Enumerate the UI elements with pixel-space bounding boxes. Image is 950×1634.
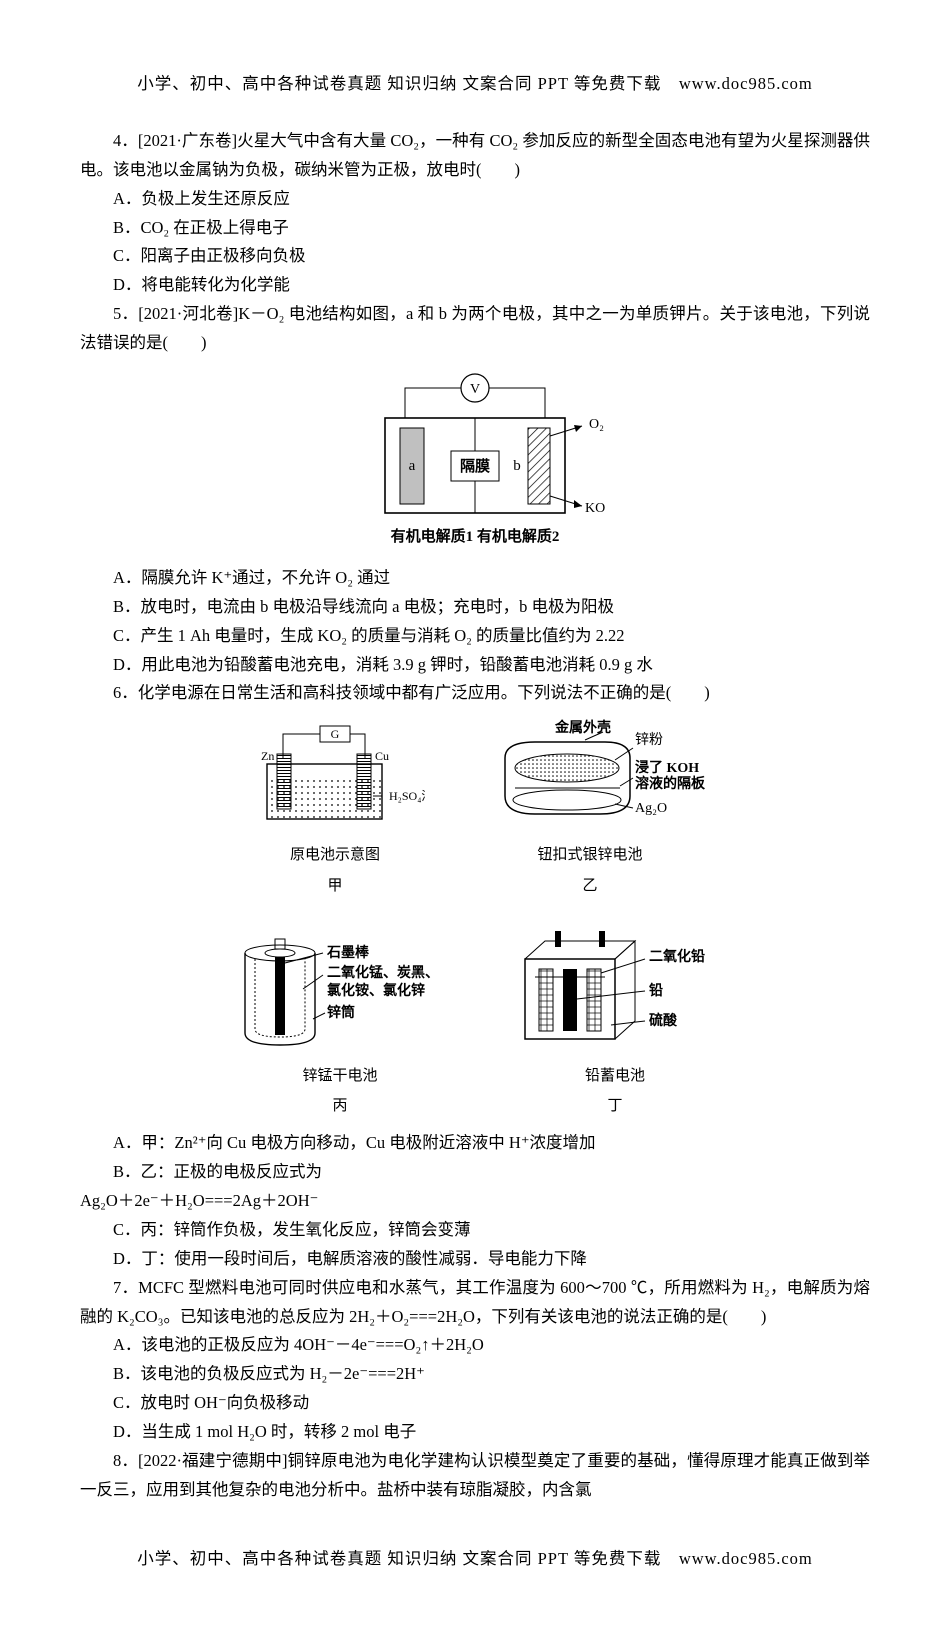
q7-optC: C．放电时 OH⁻向负极移动 <box>80 1389 870 1418</box>
q4-stem: 4．[2021·广东卷]火星大气中含有大量 CO₂，一种有 CO₂ 参加反应的新… <box>80 127 870 185</box>
q6-yi-title: 钮扣式银锌电池 <box>537 842 642 868</box>
svg-text:石墨棒: 石墨棒 <box>326 944 370 961</box>
q5-figure: V a b 隔膜 O₂ <box>80 366 870 556</box>
svg-text:V: V <box>470 382 480 397</box>
svg-text:浸了 KOH: 浸了 KOH <box>635 759 699 776</box>
svg-text:金属外壳: 金属外壳 <box>554 719 611 736</box>
q6-fig-jia: G Zn Cu <box>245 718 425 899</box>
q8-stem: 8．[2022·福建宁德期中]铜锌原电池为电化学建构认识模型奠定了重要的基础，懂… <box>80 1447 870 1505</box>
q6-ding-title: 铅蓄电池 <box>585 1063 645 1089</box>
q6-yi-sub: 乙 <box>582 873 597 899</box>
q6-optA: A．甲：Zn²⁺向 Cu 电极方向移动，Cu 电极附近溶液中 H⁺浓度增加 <box>80 1129 870 1158</box>
svg-text:锌筒: 锌筒 <box>327 1004 355 1021</box>
svg-text:Cu: Cu <box>375 749 389 763</box>
svg-text:隔膜: 隔膜 <box>460 457 490 475</box>
q5-stem: 5．[2021·河北卷]K－O₂ 电池结构如图，a 和 b 为两个电极，其中之一… <box>80 300 870 358</box>
q6-bing-title: 锌锰干电池 <box>302 1063 377 1089</box>
svg-text:G: G <box>331 727 340 741</box>
q5-optA: A．隔膜允许 K⁺通过，不允许 O₂ 通过 <box>80 564 870 593</box>
q7-optA: A．该电池的正极反应为 4OH⁻－4e⁻===O₂↑＋2H₂O <box>80 1331 870 1360</box>
page-footer: 小学、初中、高中各种试卷真题 知识归纳 文案合同 PPT 等免费下载 www.d… <box>80 1545 870 1574</box>
q7-optB: B．该电池的负极反应式为 H₂－2e⁻===2H⁺ <box>80 1360 870 1389</box>
q5-optB: B．放电时，电流由 b 电极沿导线流向 a 电极；充电时，b 电极为阳极 <box>80 593 870 622</box>
q5-optC: C．产生 1 Ah 电量时，生成 KO₂ 的质量与消耗 O₂ 的质量比值约为 2… <box>80 622 870 651</box>
svg-text:氯化铵、氯化锌: 氯化铵、氯化锌 <box>327 982 425 999</box>
q4-optD: D．将电能转化为化学能 <box>80 271 870 300</box>
q6-optB2: Ag₂O＋2e⁻＋H₂O===2Ag＋2OH⁻ <box>80 1187 870 1216</box>
q6-figure-grid: G Zn Cu <box>175 718 775 1119</box>
svg-text:铅: 铅 <box>648 982 663 999</box>
svg-text:二氧化锰、炭黑、: 二氧化锰、炭黑、 <box>327 964 439 981</box>
q6-fig-yi: 金属外壳 锌粉 浸了 KOH 溶液的隔板 Ag₂O 钮扣式银 <box>475 718 705 899</box>
q6-optC: C．丙：锌筒作负极，发生氧化反应，锌筒会变薄 <box>80 1216 870 1245</box>
q5-optD: D．用此电池为铅酸蓄电池充电，消耗 3.9 g 钾时，铅酸蓄电池消耗 0.9 g… <box>80 651 870 680</box>
q6-fig-bing: 石墨棒 二氧化锰、炭黑、 氯化铵、氯化锌 锌筒 锌锰干电池 丙 <box>225 929 455 1120</box>
q6-ding-sub: 丁 <box>607 1093 622 1119</box>
svg-text:二氧化铅: 二氧化铅 <box>649 948 705 965</box>
svg-text:O₂: O₂ <box>589 417 604 432</box>
q7-optD: D．当生成 1 mol H₂O 时，转移 2 mol 电子 <box>80 1418 870 1447</box>
svg-text:a: a <box>409 458 416 474</box>
svg-text:KO₂: KO₂ <box>585 501 605 516</box>
svg-text:H₂SO₄溶液: H₂SO₄溶液 <box>389 788 425 803</box>
q6-jia-title: 原电池示意图 <box>290 842 380 868</box>
q6-fig-ding: 二氧化铅 铅 硫酸 铅蓄电池 丁 <box>505 929 725 1120</box>
q6-optB: B．乙：正极的电极反应式为 <box>80 1158 870 1187</box>
page-header: 小学、初中、高中各种试卷真题 知识归纳 文案合同 PPT 等免费下载 www.d… <box>80 70 870 99</box>
q6-stem: 6．化学电源在日常生活和高科技领域中都有广泛应用。下列说法不正确的是( ) <box>80 679 870 708</box>
q4-optB: B．CO₂ 在正极上得电子 <box>80 214 870 243</box>
svg-text:溶液的隔板: 溶液的隔板 <box>635 775 705 792</box>
q4-optA: A．负极上发生还原反应 <box>80 185 870 214</box>
svg-text:Ag₂O: Ag₂O <box>635 801 667 816</box>
q6-bing-sub: 丙 <box>332 1093 347 1119</box>
svg-text:硫酸: 硫酸 <box>649 1012 678 1029</box>
svg-text:有机电解质1 有机电解质2: 有机电解质1 有机电解质2 <box>391 527 560 545</box>
q4-optC: C．阳离子由正极移向负极 <box>80 242 870 271</box>
q6-optD: D．丁：使用一段时间后，电解质溶液的酸性减弱．导电能力下降 <box>80 1245 870 1274</box>
q7-stem: 7．MCFC 型燃料电池可同时供应电和水蒸气，其工作温度为 600～700 ℃，… <box>80 1274 870 1332</box>
q6-jia-sub: 甲 <box>327 873 342 899</box>
svg-text:Zn: Zn <box>261 749 274 763</box>
svg-text:b: b <box>513 458 521 474</box>
svg-text:锌粉: 锌粉 <box>635 732 663 748</box>
